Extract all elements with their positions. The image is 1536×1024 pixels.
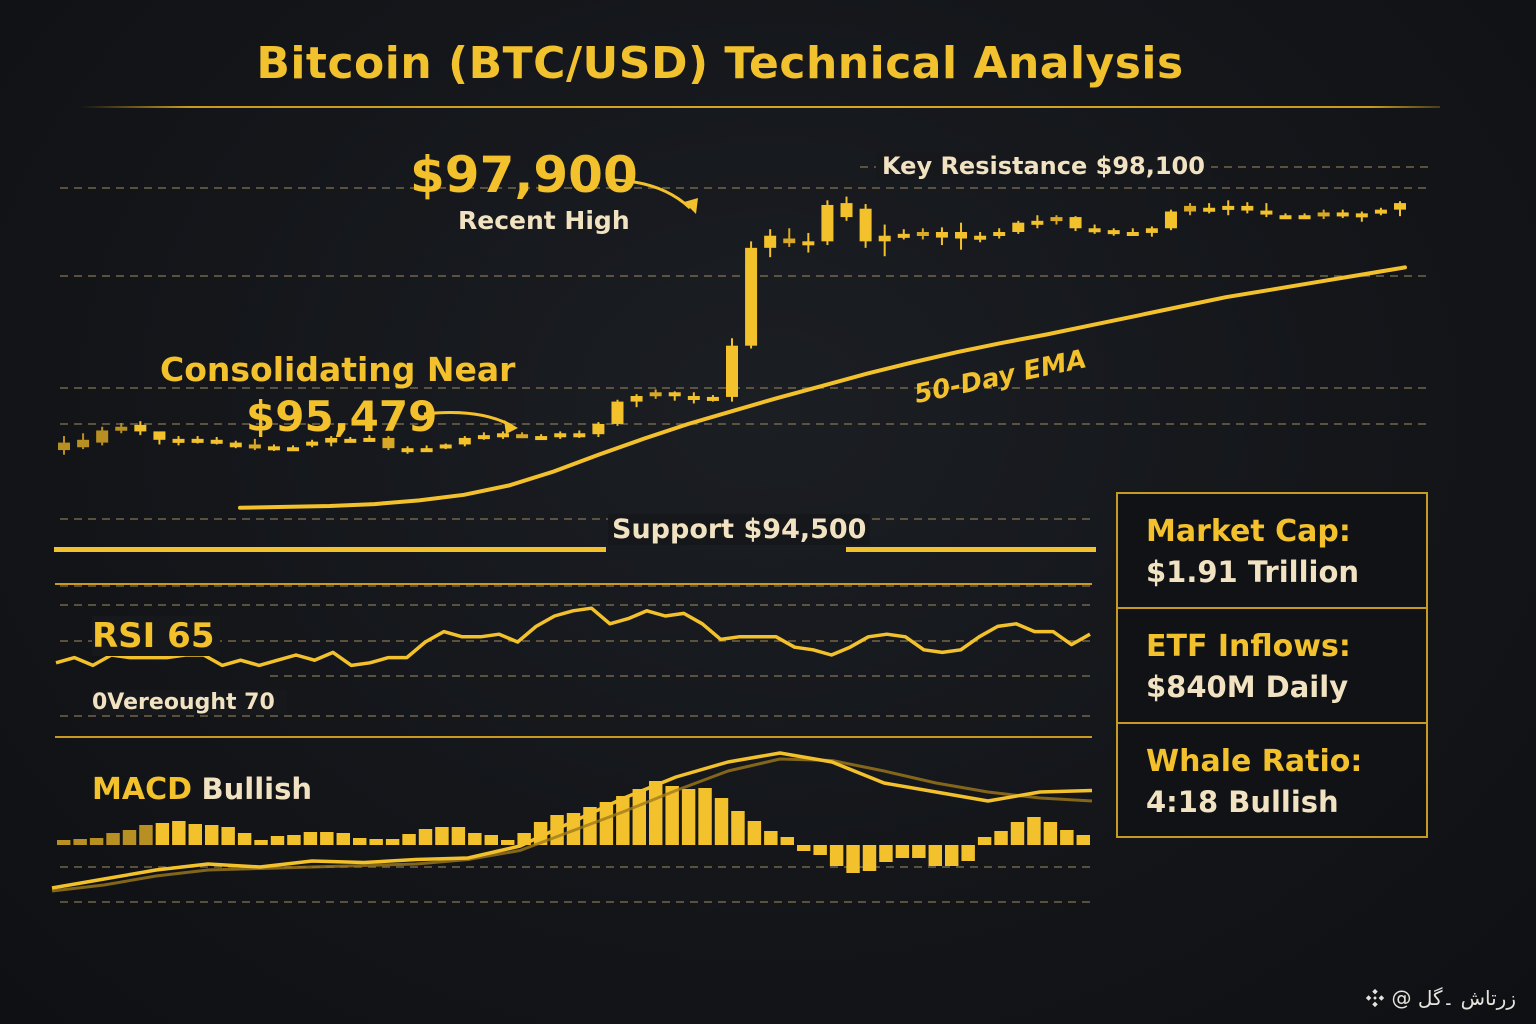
consolidating-price: $95,479 xyxy=(246,392,438,441)
overbought-label: 0Vereought 70 xyxy=(92,690,287,715)
consolidating-label: Consolidating Near xyxy=(160,350,516,389)
macd-label: MACD Bullish xyxy=(92,772,312,807)
stat-key: ETF Inflows: xyxy=(1146,629,1351,664)
stat-value: $840M Daily xyxy=(1146,670,1349,704)
key-resistance-label: Key Resistance $98,100 xyxy=(876,152,1211,180)
stat-value: $1.91 Trillion xyxy=(1146,555,1360,589)
stat-market-cap: Market Cap: $1.91 Trillion xyxy=(1118,494,1426,609)
stat-key: Whale Ratio: xyxy=(1146,744,1363,779)
support-lines xyxy=(54,547,1096,552)
annotation-arrows xyxy=(423,178,698,434)
stats-panel: Market Cap: $1.91 Trillion ETF Inflows: … xyxy=(1116,492,1428,838)
title-divider xyxy=(80,106,1440,108)
stat-whale-ratio: Whale Ratio: 4:18 Bullish xyxy=(1118,724,1426,839)
stat-etf-inflows: ETF Inflows: $840M Daily xyxy=(1118,609,1426,724)
macd-state: Bullish xyxy=(201,772,313,806)
recent-high-price: $97,900 xyxy=(410,146,638,204)
candlestick-series xyxy=(58,196,1406,455)
rsi-label: RSI 65 xyxy=(92,616,221,656)
watermark-text: @ زرتاش ۔گل xyxy=(1391,986,1517,1010)
watermark: @ زرتاش ۔گل xyxy=(1364,986,1517,1010)
stat-key: Market Cap: xyxy=(1146,514,1351,549)
ema-50-line xyxy=(238,265,1407,510)
support-label: Support $94,500 xyxy=(608,514,871,545)
rsi-series xyxy=(55,606,1091,668)
recent-high-label: Recent High xyxy=(458,206,630,235)
stat-value: 4:18 Bullish xyxy=(1146,785,1339,819)
macd-series xyxy=(51,751,1093,893)
macd-title: MACD xyxy=(92,772,192,807)
binance-diamond-icon xyxy=(1365,988,1384,1008)
page-title: Bitcoin (BTC/USD) Technical Analysis xyxy=(256,38,1184,89)
